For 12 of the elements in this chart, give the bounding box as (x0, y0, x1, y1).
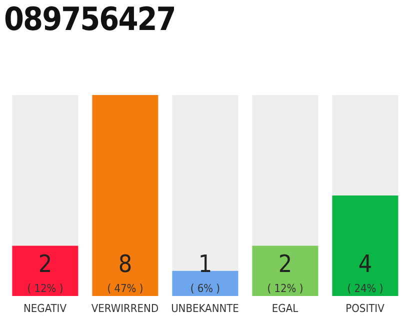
data-label: 1 ( 6% ) (190, 250, 220, 295)
data-label: 8 ( 47% ) (107, 250, 144, 295)
x-tick-label: VERWIRREND (91, 302, 159, 315)
x-tick-label: POSITIV (346, 302, 385, 315)
x-tick-label: UNBEKANNTE (171, 302, 239, 315)
x-tick-label: NEGATIV (24, 302, 67, 315)
data-label: 2 ( 12% ) (27, 250, 64, 295)
data-label: 2 ( 12% ) (267, 250, 304, 295)
x-tick-label: EGAL (272, 302, 299, 315)
bar (172, 270, 238, 296)
data-label: 4 ( 24% ) (347, 250, 384, 295)
chart-title: 089756427 (4, 0, 176, 38)
